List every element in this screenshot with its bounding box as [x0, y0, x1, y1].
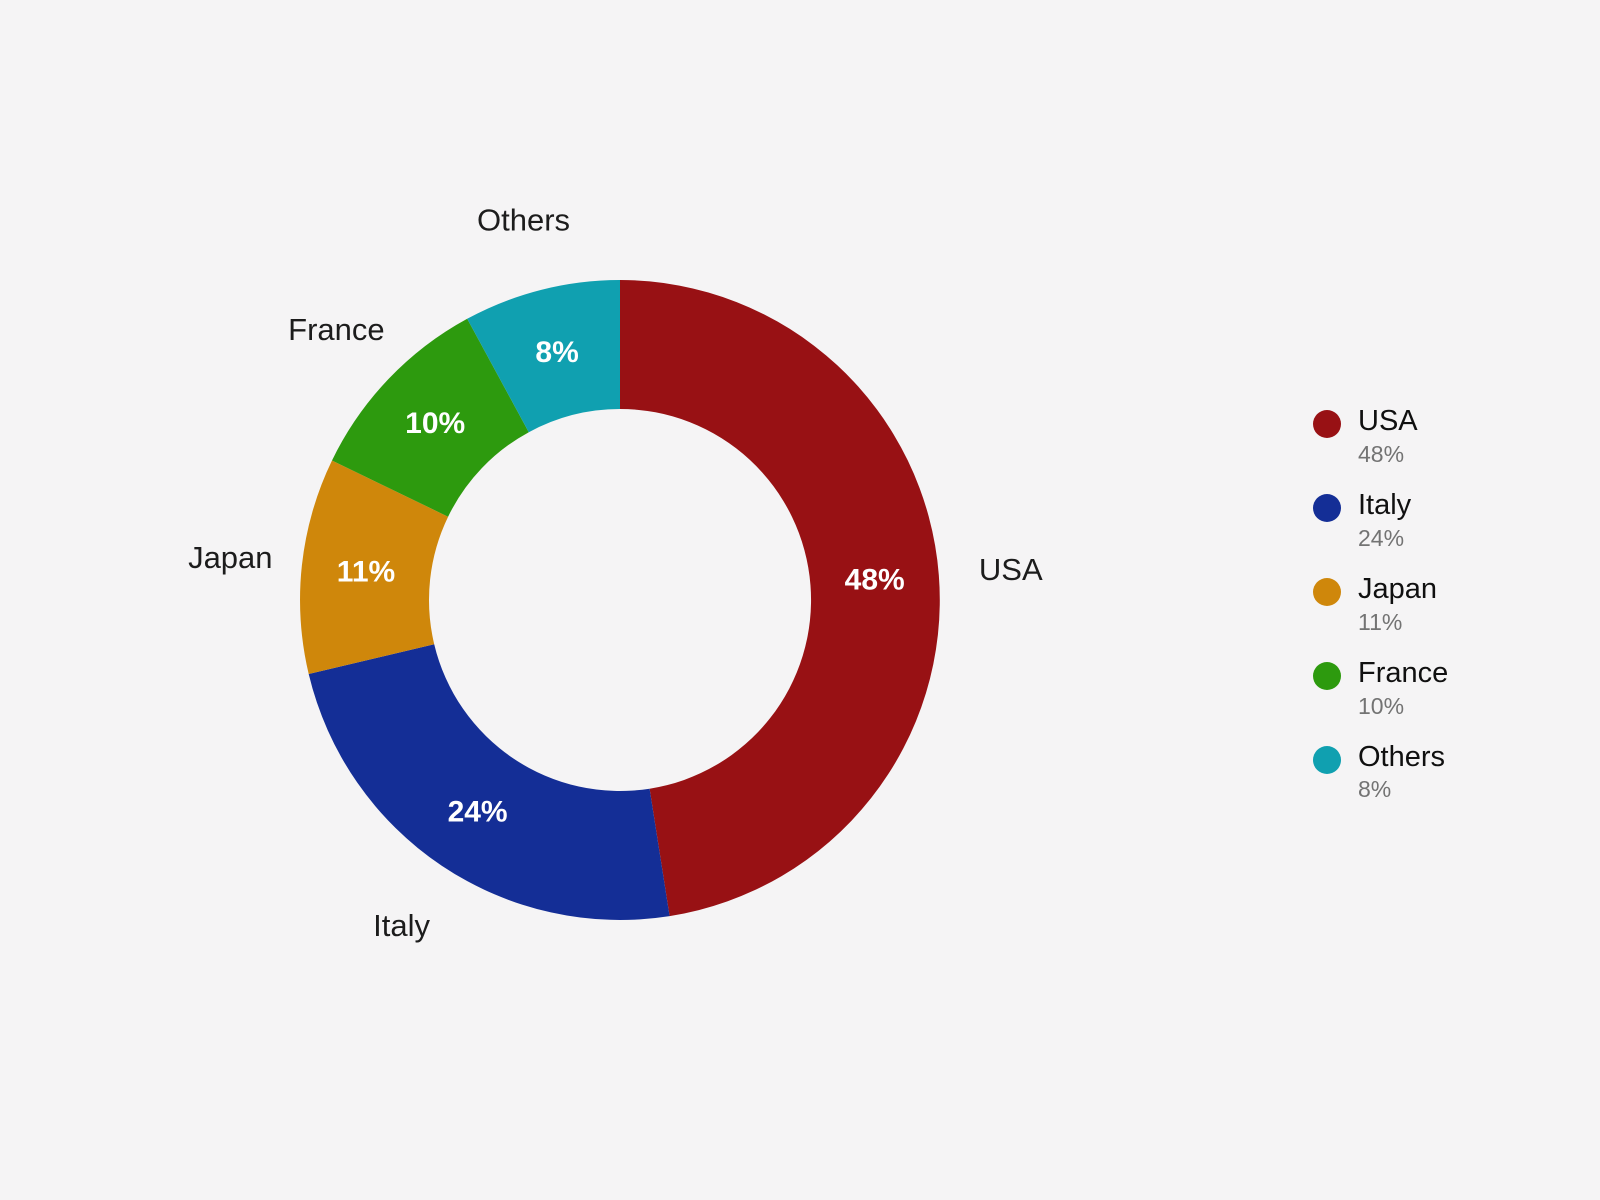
- slice-france[interactable]: [332, 318, 529, 517]
- legend-item-japan[interactable]: Japan 11%: [1313, 572, 1448, 635]
- chart-legend: USA 48% Italy 24% Japan 11% France 10% Others 8%: [1313, 405, 1449, 803]
- legend-value: 8%: [1358, 776, 1392, 803]
- slice-value-label-usa: 48%: [845, 564, 905, 597]
- legend-label: Italy: [1358, 488, 1412, 521]
- category-label-france: France: [288, 312, 384, 347]
- legend-value: 48%: [1358, 440, 1405, 467]
- slice-others[interactable]: [467, 280, 620, 433]
- slice-value-label-france: 10%: [405, 407, 465, 440]
- legend-label: France: [1358, 656, 1449, 689]
- legend-color-dot-icon: [1313, 661, 1341, 690]
- legend-color-dot-icon: [1313, 745, 1341, 774]
- category-label-italy: Italy: [373, 908, 430, 943]
- legend-item-others[interactable]: Others 8%: [1313, 740, 1448, 803]
- category-label-others: Others: [477, 203, 570, 238]
- legend-value: 11%: [1358, 608, 1403, 635]
- legend-value: 24%: [1358, 524, 1405, 551]
- slice-value-label-japan: 11%: [337, 556, 395, 589]
- legend-item-france[interactable]: France 10%: [1313, 656, 1449, 719]
- legend-label: USA: [1358, 405, 1418, 437]
- slice-percentage-labels: 48% 24% 11% 10% 8%: [337, 336, 905, 829]
- legend-label: Japan: [1358, 572, 1438, 605]
- slice-usa[interactable]: [620, 280, 940, 917]
- legend-color-dot-icon: [1313, 410, 1341, 438]
- legend-value: 10%: [1358, 692, 1405, 719]
- slice-italy[interactable]: [308, 644, 670, 920]
- slice-japan[interactable]: [300, 460, 449, 675]
- slice-value-label-others: 8%: [535, 336, 578, 369]
- legend-item-italy[interactable]: Italy 24%: [1313, 488, 1448, 551]
- category-label-japan: Japan: [188, 540, 272, 575]
- category-label-usa: USA: [979, 552, 1043, 587]
- legend-label: Others: [1358, 740, 1446, 773]
- slice-value-label-italy: 24%: [448, 796, 508, 829]
- donut-slices: [300, 280, 940, 920]
- legend-color-dot-icon: [1313, 577, 1341, 606]
- legend-item-usa[interactable]: USA 48%: [1313, 405, 1448, 467]
- legend-color-dot-icon: [1313, 493, 1341, 522]
- category-labels: USA Italy Japan France Others: [188, 203, 1043, 943]
